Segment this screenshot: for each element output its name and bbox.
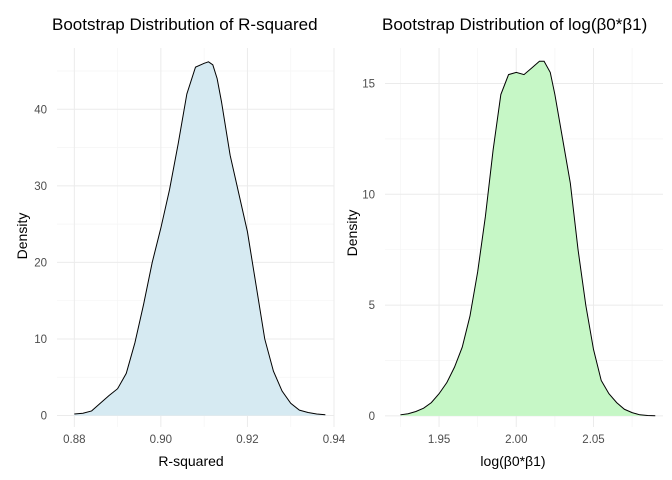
density-curve [74,61,326,416]
plot-area: 1.95 2.00 2.05 0 5 10 15 [362,48,663,446]
panel-log-product: Bootstrap Distribution of log(β0*β1) 1.9… [344,15,663,469]
y-tick-label: 40 [34,104,47,116]
y-tick-label: 30 [34,181,47,193]
x-axis-label: R-squared [158,453,223,469]
x-tick-label: 2.05 [582,434,604,446]
density-area [74,61,326,416]
x-tick-label: 0.94 [323,434,346,446]
x-tick-label: 1.95 [428,434,450,446]
y-tick-label: 0 [41,411,47,423]
density-curve [400,60,656,417]
chart-title: Bootstrap Distribution of R-squared [52,15,318,34]
x-tick-label: 0.88 [63,434,85,446]
chart-title: Bootstrap Distribution of log(β0*β1) [382,15,647,34]
y-tick-label: 15 [362,78,375,90]
y-tick-label: 20 [34,257,47,269]
y-tick-label: 10 [362,189,375,201]
y-axis-label: Density [344,210,360,257]
plot-area: 0.88 0.90 0.92 0.94 0 10 20 30 40 [34,48,346,446]
x-axis-label: log(β0*β1) [480,453,545,469]
panel-r-squared: Bootstrap Distribution of R-squared 0.88… [14,15,346,469]
density-area [400,61,656,416]
y-tick-label: 0 [369,411,375,423]
y-axis-label: Density [14,213,30,260]
y-tick-label: 10 [34,334,47,346]
y-tick-label: 5 [369,300,375,312]
x-tick-label: 2.00 [505,434,527,446]
x-tick-label: 0.90 [150,434,172,446]
x-tick-label: 0.92 [236,434,258,446]
